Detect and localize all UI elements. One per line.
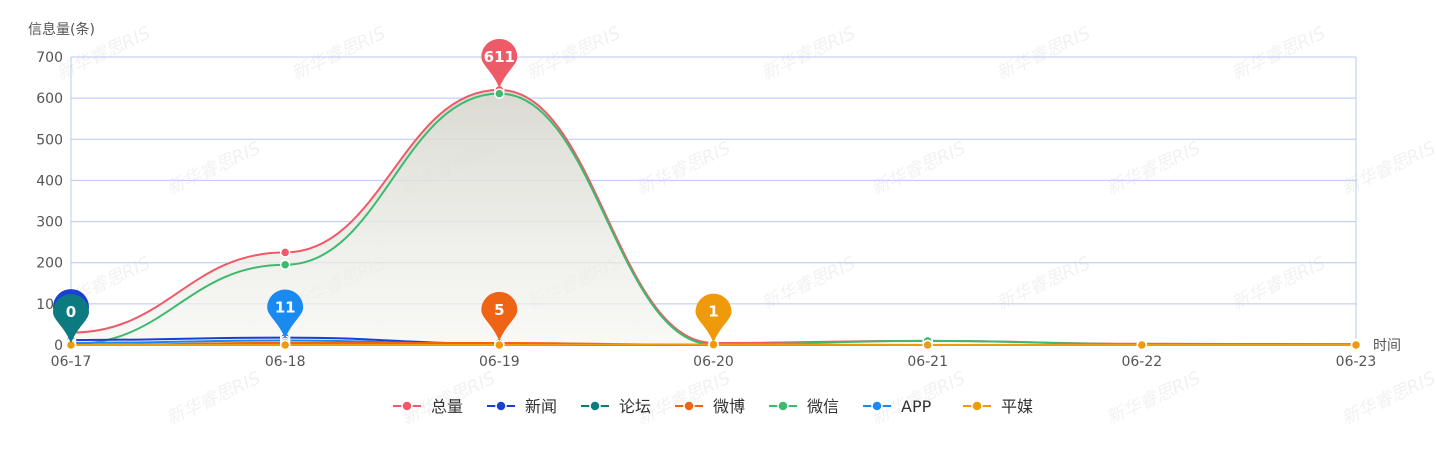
legend-label: 平媒 (1001, 397, 1033, 416)
watermark-text: 新华睿思RIS (868, 138, 969, 200)
x-tick-label: 06-17 (51, 354, 92, 370)
y-tick-label: 300 (36, 215, 63, 231)
watermark-text: 新华睿思RIS (993, 23, 1094, 85)
data-point-平媒[interactable] (279, 339, 291, 351)
legend-item-总量[interactable]: 总量 (393, 397, 463, 416)
watermark-text: 新华睿思RIS (1338, 368, 1436, 430)
y-tick-label: 0 (54, 338, 63, 354)
pin-shape (695, 293, 732, 343)
pin-label: 1 (708, 303, 718, 321)
legend-marker (777, 400, 789, 412)
data-point-平媒[interactable] (494, 339, 505, 351)
data-point-平媒[interactable] (922, 339, 933, 351)
y-tick-label: 500 (36, 132, 63, 148)
watermark-layer: 新华睿思RIS 新华睿思RIS 新华睿思RIS 新华睿思RIS 新华睿思RIS 新华睿思R… (53, 23, 1436, 430)
watermark-text: 新华睿思RIS (993, 253, 1094, 315)
area-总量 (71, 89, 1356, 346)
pin-label: 611 (484, 48, 515, 66)
x-tick-label: 06-23 (1336, 354, 1377, 370)
watermark-text: 新华睿思RIS (1228, 23, 1329, 85)
x-tick-label: 06-20 (693, 354, 734, 370)
y-axis-title: 信息量(条) (28, 21, 95, 38)
data-point-平媒[interactable] (1350, 339, 1362, 351)
watermark-text: 新华睿思RIS (1228, 253, 1329, 315)
data-point-微信[interactable] (279, 259, 291, 271)
legend-label: APP (901, 397, 932, 416)
legend-item-微信[interactable]: 微信 (769, 397, 839, 416)
legend-marker (871, 400, 883, 412)
y-tick-label: 600 (36, 91, 63, 107)
watermark-text: 新华睿思RIS (1103, 138, 1204, 200)
legend-item-平媒[interactable]: 平媒 (963, 397, 1033, 416)
legend-item-新闻[interactable]: 新闻 (487, 397, 557, 416)
legend-label: 微信 (807, 397, 839, 416)
legend-label: 微博 (713, 397, 745, 416)
watermark-text: 新华睿思RIS (633, 138, 734, 200)
x-tick-label: 06-19 (479, 354, 520, 370)
watermark-text: 新华睿思RIS (288, 23, 389, 85)
data-point-微信[interactable] (494, 88, 505, 99)
legend-marker (589, 400, 601, 412)
watermark-text: 新华睿思RIS (523, 23, 624, 85)
pin-label: 5 (494, 301, 504, 319)
watermark-text: 新华睿思RIS (1103, 368, 1204, 430)
legend: 总量 新闻 论坛 微博 微信 APP 平媒 (393, 397, 1033, 416)
annotation-pin-论坛[interactable]: 0 (53, 294, 89, 343)
pin-shape (53, 294, 89, 343)
annotation-pin-总量[interactable]: 611 (481, 38, 518, 88)
pin-shape (481, 38, 518, 88)
annotation-pin-微博[interactable]: 5 (481, 291, 518, 341)
pin-shape (267, 289, 304, 339)
watermark-text: 新华睿思RIS (758, 23, 859, 85)
annotation-pin-APP[interactable]: 11 (267, 289, 304, 339)
annotation-pins: 611001151 (53, 38, 732, 343)
y-tick-label: 200 (36, 256, 63, 272)
data-point-总量[interactable] (279, 247, 291, 258)
pin-label: 11 (275, 298, 296, 316)
legend-marker (401, 400, 413, 412)
legend-label: 新闻 (525, 397, 557, 416)
y-tick-label: 700 (36, 50, 63, 66)
pin-label: 0 (66, 303, 76, 321)
legend-marker (495, 400, 507, 412)
legend-item-微博[interactable]: 微博 (675, 397, 745, 416)
y-tick-label: 400 (36, 173, 63, 189)
watermark-text: 新华睿思RIS (758, 253, 859, 315)
legend-item-论坛[interactable]: 论坛 (581, 397, 651, 416)
legend-item-APP[interactable]: APP (863, 397, 932, 416)
x-tick-label: 06-18 (265, 354, 306, 370)
legend-marker (971, 400, 983, 412)
annotation-pin-平媒[interactable]: 1 (695, 293, 732, 343)
legend-marker (683, 400, 695, 412)
data-point-平媒[interactable] (1136, 339, 1148, 351)
legend-label: 总量 (431, 397, 463, 416)
legend-label: 论坛 (619, 397, 651, 416)
x-tick-label: 06-21 (907, 354, 948, 370)
watermark-text: 新华睿思RIS (163, 368, 264, 430)
pin-shape (481, 291, 518, 341)
x-axis-title: 时间 (1373, 338, 1401, 354)
watermark-text: 新华睿思RIS (163, 138, 264, 200)
x-tick-label: 06-22 (1121, 354, 1162, 370)
watermark-text: 新华睿思RIS (1338, 138, 1436, 200)
